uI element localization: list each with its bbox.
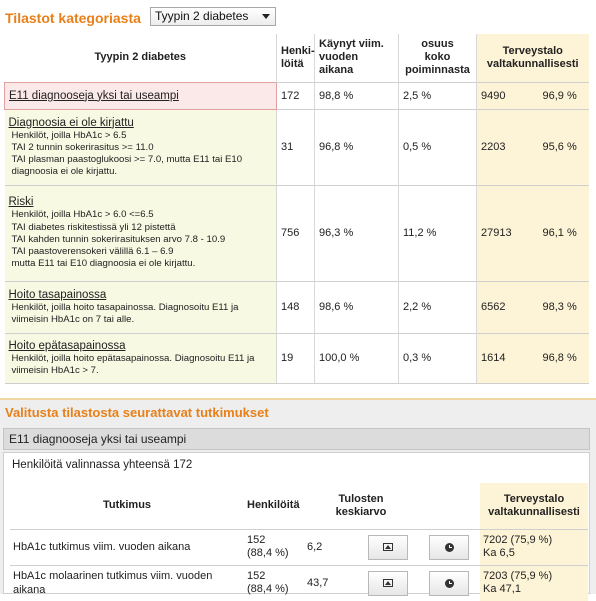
category-description: Henkilöt, joilla hoito epätasapainossa. … — [11, 352, 255, 376]
stats-row[interactable]: Diagnoosia ei ole kirjattu Henkilöt, joi… — [4, 108, 589, 185]
followed-tests-table: Tutkimus Henkilöitä Tulosten keskiarvo T… — [10, 483, 589, 601]
category-description: Henkilöt, joilla HbA1c > 6.0 <=6.5 TAI d… — [11, 209, 226, 270]
visited-cell: 96,3 % — [314, 184, 399, 281]
history-button[interactable] — [429, 570, 470, 596]
national-count-cell: 6562 — [476, 280, 539, 333]
stats-table: Tyypin 2 diabetes Henki- löitä Käynyt vi… — [4, 34, 589, 384]
stats-row-name[interactable]: Hoito tasapainossa Henkilöt, joilla hoit… — [4, 280, 277, 333]
col-share: osuus koko poiminnasta — [398, 34, 477, 82]
category-link[interactable]: Diagnoosia ei ole kirjattu — [8, 116, 134, 129]
history-button[interactable] — [429, 534, 470, 560]
national-pct-cell: 96,8 % — [538, 332, 589, 384]
persons-total: Henkilöitä valinnassa yhteensä 172 — [12, 459, 193, 471]
national-count-cell: 1614 — [476, 332, 539, 384]
stats-header: Tilastot kategoriasta Tyypin 2 diabetes — [0, 6, 596, 30]
visited-cell: 98,8 % — [314, 81, 399, 109]
image-icon — [383, 543, 393, 551]
stats-row-name[interactable]: Hoito epätasapainossa Henkilöt, joilla h… — [4, 332, 277, 384]
category-description: Henkilöt, joilla hoito tasapainossa. Dia… — [11, 301, 239, 325]
clock-icon — [444, 578, 454, 588]
stats-row[interactable]: Hoito tasapainossa Henkilöt, joilla hoit… — [4, 280, 589, 333]
national-count-cell: 27913 — [476, 184, 539, 281]
stats-row[interactable]: Riski Henkilöt, joilla HbA1c > 6.0 <=6.5… — [4, 184, 589, 281]
category-link[interactable]: Riski — [8, 196, 34, 209]
page-title: Tilastot kategoriasta — [5, 10, 141, 26]
image-icon — [383, 579, 393, 588]
chart-button[interactable] — [368, 570, 408, 596]
test-row: HbA1c tutkimus viim. vuoden aikana 152 (… — [10, 528, 589, 565]
category-link[interactable]: Hoito tasapainossa — [8, 288, 107, 301]
visited-cell: 100,0 % — [314, 332, 399, 384]
persons-cell: 19 — [276, 332, 315, 384]
stats-row[interactable]: Hoito epätasapainossa Henkilöt, joilla h… — [4, 332, 589, 384]
category-select-value: Tyypin 2 diabetes — [155, 9, 249, 23]
followed-tests-title: Valitusta tilastosta seurattavat tutkimu… — [5, 405, 269, 420]
share-cell: 11,2 % — [398, 184, 477, 281]
share-cell: 2,2 % — [398, 280, 477, 333]
visited-cell: 98,6 % — [314, 280, 399, 333]
stats-row-name[interactable]: Riski Henkilöt, joilla HbA1c > 6.0 <=6.5… — [4, 184, 277, 281]
visited-cell: 96,8 % — [314, 108, 399, 185]
test-national: 7203 (75,9 %) Ka 47,1 — [480, 564, 589, 601]
stats-table-header: Tyypin 2 diabetes Henki- löitä Käynyt vi… — [5, 34, 589, 82]
persons-cell: 31 — [276, 108, 315, 185]
followed-tests-section: Valitusta tilastosta seurattavat tutkimu… — [0, 398, 596, 601]
selected-category-bar: E11 diagnooseja yksi tai useampi — [3, 428, 590, 450]
stats-row[interactable]: E11 diagnooseja yksi tai useampi 172 98,… — [4, 81, 589, 110]
category-link[interactable]: Hoito epätasapainossa — [8, 339, 126, 352]
stats-row-name[interactable]: E11 diagnooseja yksi tai useampi — [4, 81, 277, 110]
test-row: HbA1c molaarinen tutkimus viim. vuoden a… — [10, 564, 589, 601]
col-test-persons: Henkilöitä — [247, 499, 300, 512]
stats-row-name[interactable]: Diagnoosia ei ole kirjattu Henkilöt, joi… — [4, 108, 277, 185]
test-persons: 152 (88,4 %) — [244, 564, 304, 601]
persons-cell: 756 — [276, 184, 315, 281]
col-avg: Tulosten keskiarvo — [335, 492, 387, 518]
share-cell: 0,5 % — [398, 108, 477, 185]
national-count-cell: 2203 — [476, 108, 539, 185]
national-pct-cell: 96,1 % — [538, 184, 589, 281]
chevron-down-icon — [262, 14, 270, 19]
col-visited: Käynyt viim. vuoden aikana — [314, 34, 399, 82]
test-avg: 43,7 — [304, 564, 358, 601]
col-test: Tutkimus — [102, 499, 152, 512]
category-link[interactable]: E11 diagnooseja yksi tai useampi — [9, 89, 179, 102]
share-cell: 0,3 % — [398, 332, 477, 384]
persons-cell: 148 — [276, 280, 315, 333]
test-persons: 152 (88,4 %) — [244, 528, 304, 565]
national-pct-cell: 95,6 % — [538, 108, 589, 185]
national-count-cell: 9490 — [476, 81, 539, 109]
chart-button[interactable] — [368, 534, 408, 560]
test-avg: 6,2 — [304, 528, 358, 565]
col-test-national: Terveystalo valtakunnallisesti — [480, 483, 589, 529]
test-name: HbA1c tutkimus viim. vuoden aikana — [10, 528, 244, 565]
national-pct-cell: 98,3 % — [538, 280, 589, 333]
test-name: HbA1c molaarinen tutkimus viim. vuoden a… — [10, 564, 244, 601]
clock-icon — [444, 542, 454, 552]
share-cell: 2,5 % — [398, 81, 477, 109]
col-persons: Henki- löitä — [276, 34, 315, 82]
persons-cell: 172 — [276, 81, 315, 109]
category-select[interactable]: Tyypin 2 diabetes — [150, 7, 276, 26]
category-description: Henkilöt, joilla HbA1c > 6.5 TAI 2 tunni… — [11, 129, 243, 178]
national-pct-cell: 96,9 % — [538, 81, 589, 109]
col-national: Terveystalo valtakunnallisesti — [476, 34, 589, 82]
followed-table-header: Tutkimus Henkilöitä Tulosten keskiarvo T… — [10, 483, 589, 529]
col-category: Tyypin 2 diabetes — [94, 51, 187, 64]
test-national: 7202 (75,9 %) Ka 6,5 — [480, 528, 589, 565]
followed-tests-panel: Henkilöitä valinnassa yhteensä 172 Tutki… — [3, 452, 590, 601]
